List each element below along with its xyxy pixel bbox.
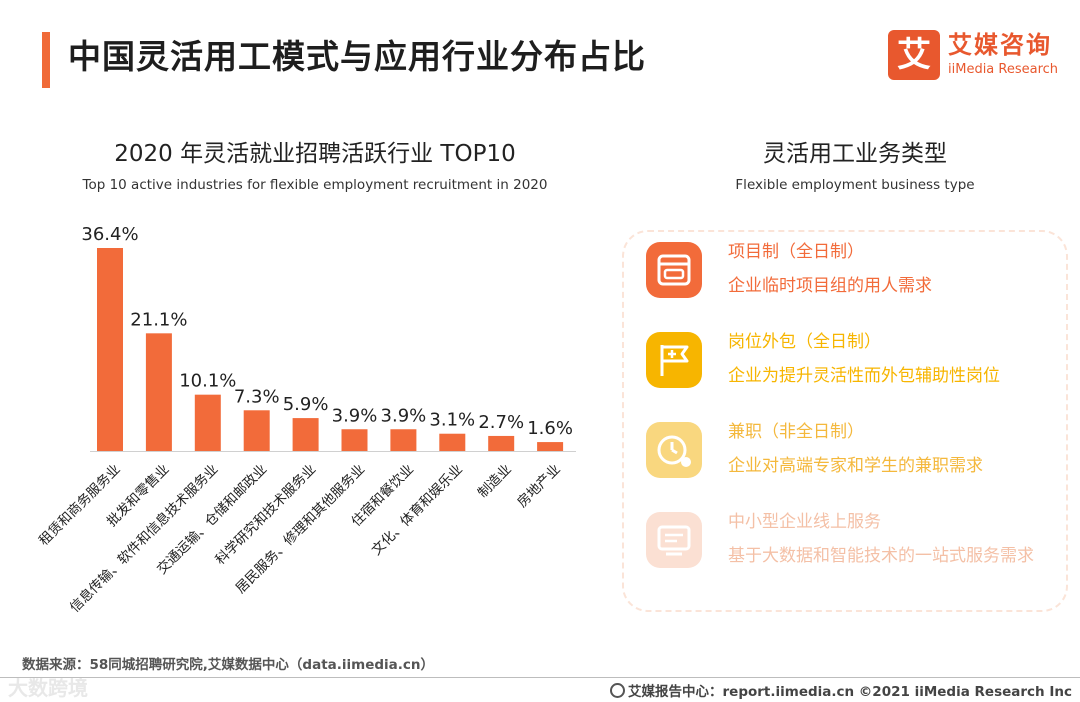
category-tick-label: 文化、体育和娱乐业 [369, 461, 466, 558]
bar [243, 410, 270, 451]
data-label: 7.3% [234, 386, 280, 407]
business-type-desc: 企业对高端专家和学生的兼职需求 [728, 456, 983, 476]
business-type-desc: 基于大数据和智能技术的一站式服务需求 [728, 546, 1034, 566]
business-type-item: 项目制（全日制） 企业临时项目组的用人需求 [646, 242, 1066, 306]
category-tick-label: 制造业 [475, 461, 515, 501]
chart-subtitle: Top 10 active industries for flexible em… [82, 177, 548, 193]
data-label: 3.1% [429, 410, 475, 431]
business-type-item: 兼职（非全日制） 企业对高端专家和学生的兼职需求 [646, 422, 1066, 486]
data-label: 2.7% [478, 412, 524, 433]
iimedia-logo: 艾 艾媒咨询 iiMedia Research [888, 30, 1068, 84]
business-type-name: 中小型企业线上服务 [728, 512, 881, 532]
watermark: 大数跨境 [8, 676, 88, 700]
footer-divider [0, 677, 1080, 678]
browser-window-icon [646, 242, 702, 298]
category-tick-label: 房地产业 [514, 461, 563, 510]
bar [194, 394, 221, 451]
bar [537, 442, 564, 451]
business-type-name: 项目制（全日制） [728, 242, 864, 262]
bar [439, 433, 466, 451]
bar [97, 248, 123, 451]
monitor-icon [646, 512, 702, 568]
bar [390, 429, 417, 451]
logo-mark: 艾 [888, 30, 940, 80]
data-label: 3.9% [332, 405, 378, 426]
bar [341, 429, 368, 451]
data-label: 10.1% [179, 371, 236, 392]
globe-icon [610, 683, 625, 698]
flag-plus-icon [646, 332, 702, 388]
data-label: 1.6% [527, 418, 573, 439]
business-types-title: 灵活用工业务类型 [763, 141, 947, 167]
business-type-name: 岗位外包（全日制） [728, 332, 881, 352]
business-type-name: 兼职（非全日制） [728, 422, 864, 442]
business-types-subtitle: Flexible employment business type [735, 177, 975, 193]
title-accent-bar [42, 32, 50, 88]
business-type-item: 岗位外包（全日制） 企业为提升灵活性而外包辅助性岗位 [646, 332, 1066, 396]
footer-credit-text: 艾媒报告中心：report.iimedia.cn ©2021 iiMedia R… [628, 684, 1072, 700]
logo-cn-text: 艾媒咨询 [948, 31, 1052, 59]
bar [292, 418, 319, 451]
chart-title: 2020 年灵活就业招聘活跃行业 TOP10 [114, 141, 516, 167]
category-tick-label: 租赁和商务服务业 [36, 461, 124, 549]
business-types-panel [622, 230, 1068, 612]
data-label: 5.9% [283, 394, 329, 415]
footer-credit: 艾媒报告中心：report.iimedia.cn ©2021 iiMedia R… [610, 680, 1072, 700]
page-title: 中国灵活用工模式与应用行业分布占比 [68, 37, 646, 76]
business-type-item: 中小型企业线上服务 基于大数据和智能技术的一站式服务需求 [646, 512, 1066, 576]
bar [488, 435, 515, 451]
bar [145, 333, 172, 451]
data-label: 36.4% [81, 224, 138, 245]
logo-en-text: iiMedia Research [948, 62, 1059, 77]
data-label: 21.1% [130, 309, 187, 330]
data-source-note: 数据来源：58同城招聘研究院,艾媒数据中心（data.iimedia.cn） [22, 657, 434, 673]
clock-icon [646, 422, 702, 478]
business-type-desc: 企业为提升灵活性而外包辅助性岗位 [728, 366, 1000, 386]
business-type-desc: 企业临时项目组的用人需求 [728, 276, 932, 296]
data-label: 3.9% [381, 405, 427, 426]
